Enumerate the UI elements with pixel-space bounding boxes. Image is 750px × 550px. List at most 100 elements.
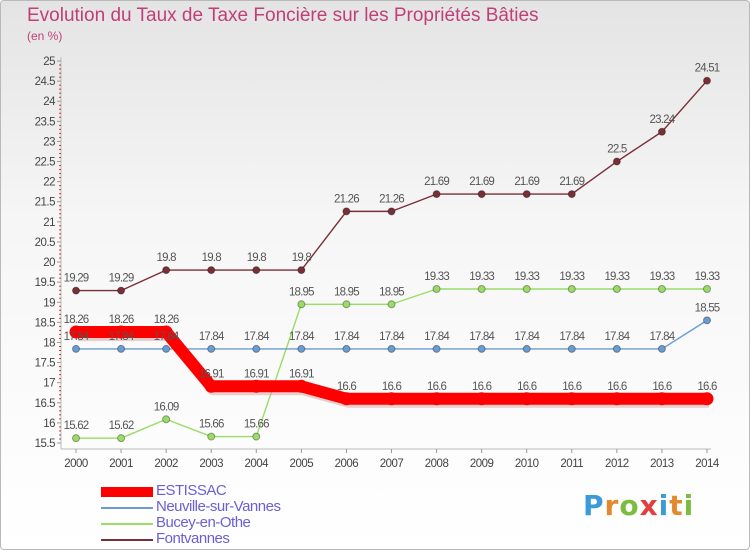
data-point xyxy=(655,392,669,406)
data-label: 23.24 xyxy=(650,114,676,126)
y-tick-label: 23.5 xyxy=(35,116,55,128)
data-label: 19.33 xyxy=(604,271,629,283)
x-tick-label: 2012 xyxy=(605,458,629,470)
data-label: 16.6 xyxy=(697,381,717,393)
data-point xyxy=(387,207,396,216)
data-label: 18.95 xyxy=(379,286,404,298)
data-point xyxy=(657,344,666,353)
data-point xyxy=(610,392,624,406)
data-point xyxy=(612,284,621,293)
data-label: 19.29 xyxy=(64,273,89,285)
data-point xyxy=(657,284,666,293)
data-label: 19.33 xyxy=(559,271,584,283)
data-label: 15.66 xyxy=(199,419,224,431)
legend-label: ESTISSAC xyxy=(156,482,227,499)
data-label: 16.6 xyxy=(382,381,402,393)
data-point xyxy=(387,300,396,309)
data-label: 19.8 xyxy=(202,252,222,264)
legend-swatch xyxy=(101,539,153,541)
data-point xyxy=(703,284,711,293)
x-tick-label: 2000 xyxy=(64,458,88,470)
data-label: 19.8 xyxy=(157,252,177,264)
data-label: 17.84 xyxy=(604,331,630,343)
data-point xyxy=(252,344,261,353)
data-label: 17.84 xyxy=(334,331,360,343)
data-point xyxy=(249,379,263,393)
data-point xyxy=(162,415,171,424)
logo-letter: i xyxy=(683,489,695,522)
data-label: 18.26 xyxy=(64,314,89,326)
x-tick-label: 2001 xyxy=(109,458,133,470)
y-tick-label: 20 xyxy=(43,257,55,269)
chart-title: Evolution du Taux de Taxe Foncière sur l… xyxy=(27,5,539,26)
data-point xyxy=(117,286,126,295)
data-point xyxy=(432,284,441,293)
data-label: 21.69 xyxy=(469,176,494,188)
data-label: 17.84 xyxy=(199,331,225,343)
logo-letter: r xyxy=(604,489,620,522)
data-label: 16.91 xyxy=(199,368,224,380)
data-point xyxy=(477,284,486,293)
data-point xyxy=(342,207,351,216)
y-tick-label: 15.5 xyxy=(35,438,55,450)
data-point xyxy=(159,325,173,339)
x-tick-label: 2007 xyxy=(380,458,404,470)
y-tick-label: 16.5 xyxy=(35,398,55,410)
data-label: 17.84 xyxy=(64,331,90,343)
data-label: 16.6 xyxy=(472,381,492,393)
y-tick-label: 18 xyxy=(43,337,55,349)
data-point xyxy=(430,392,444,406)
data-label: 21.69 xyxy=(559,176,584,188)
data-point xyxy=(297,266,306,275)
data-label: 17.84 xyxy=(424,331,450,343)
data-point xyxy=(342,344,351,353)
legend-label: Bucey-en-Othe xyxy=(156,514,251,531)
x-tick-label: 2009 xyxy=(470,458,494,470)
data-label: 24.51 xyxy=(695,63,720,75)
data-point xyxy=(385,392,398,406)
data-label: 16.6 xyxy=(517,381,537,393)
data-label: 17.84 xyxy=(650,331,676,343)
x-tick-label: 2005 xyxy=(290,458,314,470)
logo-letter: P xyxy=(583,489,605,522)
data-label: 18.95 xyxy=(334,286,359,298)
data-point xyxy=(432,344,441,353)
data-point xyxy=(342,300,351,309)
chart-unit-label: (en %) xyxy=(27,29,63,43)
y-tick-label: 16 xyxy=(43,418,55,430)
data-label: 16.91 xyxy=(289,368,314,380)
y-tick-label: 19.5 xyxy=(35,277,55,289)
data-label: 18.95 xyxy=(289,286,314,298)
x-tick-label: 2008 xyxy=(425,458,449,470)
legend-swatch xyxy=(101,507,153,509)
data-label: 21.69 xyxy=(424,176,449,188)
y-tick-label: 21 xyxy=(43,217,55,229)
data-point xyxy=(207,344,216,353)
data-point xyxy=(117,344,126,353)
data-point xyxy=(520,392,534,406)
data-point xyxy=(703,76,711,85)
logo-letter: t xyxy=(669,489,684,522)
data-label: 16.91 xyxy=(244,368,269,380)
data-point xyxy=(297,344,306,353)
data-point xyxy=(477,344,486,353)
data-point xyxy=(72,344,80,353)
data-label: 16.6 xyxy=(427,381,447,393)
data-label: 21.26 xyxy=(334,193,359,205)
x-tick-label: 2006 xyxy=(335,458,359,470)
data-label: 16.6 xyxy=(652,381,672,393)
data-label: 15.62 xyxy=(64,420,89,432)
data-label: 18.26 xyxy=(109,314,134,326)
data-point xyxy=(387,344,396,353)
data-label: 22.5 xyxy=(607,144,627,156)
data-label: 15.66 xyxy=(244,419,269,431)
x-tick-label: 2014 xyxy=(695,458,720,470)
y-tick-label: 19 xyxy=(43,297,55,309)
data-label: 19.8 xyxy=(292,252,312,264)
data-label: 19.33 xyxy=(424,271,449,283)
data-point xyxy=(207,432,216,441)
data-point xyxy=(700,392,714,406)
data-point xyxy=(162,344,171,353)
